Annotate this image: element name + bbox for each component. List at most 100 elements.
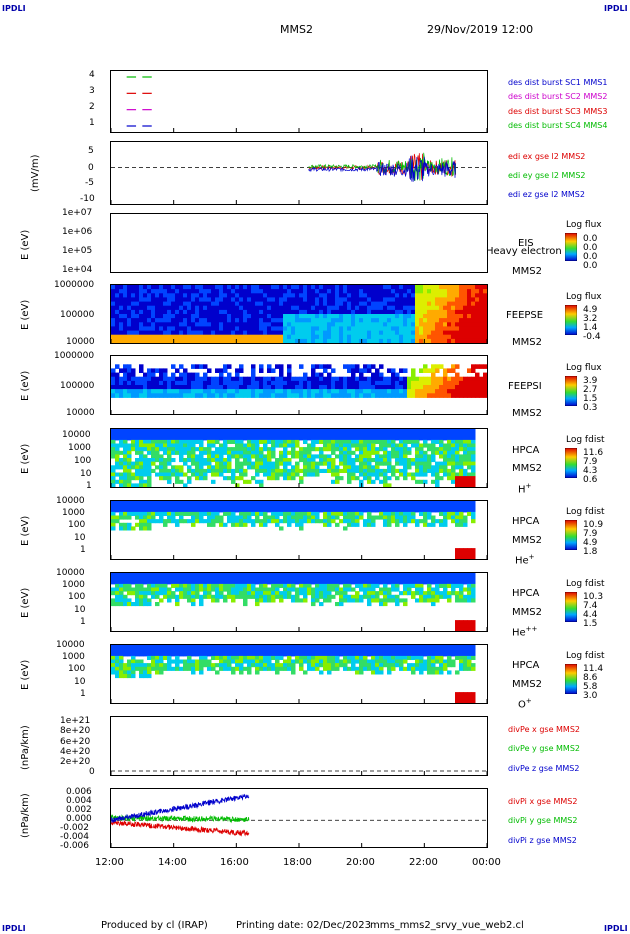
hpca-cell [239,436,244,441]
hpca-cell [207,573,212,578]
hpca-cell [247,573,252,578]
feepse-cell [375,297,380,302]
feepse-cell [367,318,372,323]
hpca-cell [199,454,204,459]
hpca-cell [163,450,168,455]
feepsi-cell [115,385,120,390]
hpca-cell [459,508,464,513]
feepsi-cell [191,389,196,394]
feepse-cell [427,322,432,327]
hpca-cell [371,587,376,592]
hpca-cell [215,504,220,509]
feepse-cell [287,289,292,294]
feepse-cell [483,322,488,327]
feepsi-cell [371,389,376,394]
hpca-cell [243,504,248,509]
feepse-cell [371,314,376,319]
hpca-cell [223,436,228,441]
hpca-cell [367,648,372,653]
feepsi-cell [323,389,328,394]
hpca-cell [451,591,456,596]
hpca-cell [171,468,176,473]
feepse-cell [327,314,332,319]
hpca-cell [207,436,212,441]
feepsi-cell [179,389,184,394]
feepsi-cell [395,380,400,386]
hpca-cell [159,645,164,650]
feepse-cell [351,309,356,315]
feepse-cell [331,330,336,336]
feepse-cell [119,318,124,323]
hpca-cell [159,598,164,603]
hpca-cell [363,504,368,509]
hpca-cell [379,501,384,506]
feepse-cell [447,322,452,327]
hpca-cell [359,458,364,463]
hpca-cell [351,432,356,437]
feepsi-cell [287,385,292,390]
hpca-cell [443,461,448,466]
hpca-cell [447,476,452,481]
hpca-cell [335,501,340,506]
feepse-cell [467,301,472,307]
hpca-cell [327,659,332,664]
hpca-cell [119,526,124,531]
hpca-cell [379,447,384,452]
hpca-cell [135,436,140,441]
hpca-cell [367,519,372,524]
hpca-cell [443,519,448,524]
feepse-cell [239,289,244,294]
hpca-cell [335,468,340,473]
hpca-cell [155,432,160,437]
feepse-cell [451,305,456,311]
feepse-cell [467,309,472,315]
hpca-cell [187,666,192,671]
hpca-cell [435,450,440,455]
hpca-cell [291,598,296,603]
hpca-cell [351,519,356,524]
hpca-cell [367,450,372,455]
feepse-cell [395,293,400,298]
hpca-cell [395,443,400,448]
feepsi-cell [375,389,380,394]
hpca-cell [371,576,376,581]
hpca-cell [175,573,180,578]
hpca-cell [271,504,276,509]
feepsi-cell [331,380,336,386]
hpca-cell [407,648,412,653]
feepsi-cell [123,372,128,378]
feepsi-cell [227,393,232,398]
hpca-cell [359,472,364,477]
hpca-cell [291,443,296,448]
hpca-cell [387,666,392,671]
hpca-cell [291,666,296,671]
feepsi-cell [443,389,448,394]
feepse-cell [311,322,316,327]
hpca-cell [411,591,416,596]
hpca-cell [415,587,420,592]
feepse-cell [435,334,440,340]
hpca-cell [147,476,152,481]
hpca-cell [211,663,216,668]
hpca-cell [191,439,196,444]
hpca-cell [319,645,324,650]
feepsi-cell [191,380,196,386]
feepse-cell [127,338,132,344]
hpca-cell [119,666,124,671]
hpca-cell [219,594,224,599]
feepse-cell [467,322,472,327]
hpca-cell [191,666,196,671]
hpca-cell [383,652,388,657]
hpca-cell [191,458,196,463]
hpca-cell [331,461,336,466]
feepse-cell [119,322,124,327]
feepse-cell [143,326,148,331]
feepsi-cell [127,372,132,378]
feepsi-cell [243,385,248,390]
hpca-cell [175,504,180,509]
hpca-cell [135,515,140,520]
hpca-cell [371,450,376,455]
hpca-cell [147,645,152,650]
logo-bottom-left: IPDLI [2,924,26,933]
feepse-cell [483,297,488,302]
